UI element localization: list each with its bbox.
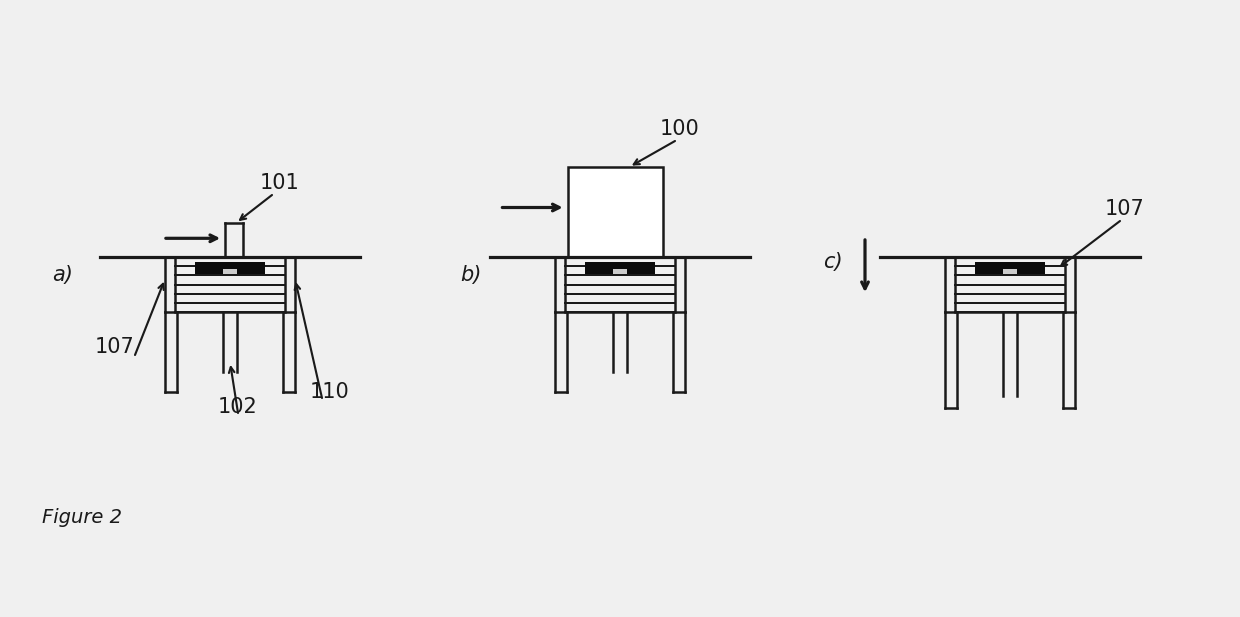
Text: 102: 102 [218,397,258,417]
Text: 101: 101 [260,173,300,193]
Bar [223,269,237,273]
Text: 107: 107 [95,337,135,357]
Bar [195,262,265,273]
Text: 110: 110 [310,382,350,402]
Bar [568,167,662,257]
Bar [975,262,1045,273]
Text: 100: 100 [660,119,699,139]
Bar [585,262,655,273]
Bar [1003,269,1017,273]
Text: b): b) [460,265,481,285]
Text: 107: 107 [1105,199,1145,219]
Text: c): c) [823,252,843,272]
Text: Figure 2: Figure 2 [42,508,122,527]
Bar [613,269,627,273]
Text: a): a) [52,265,73,285]
